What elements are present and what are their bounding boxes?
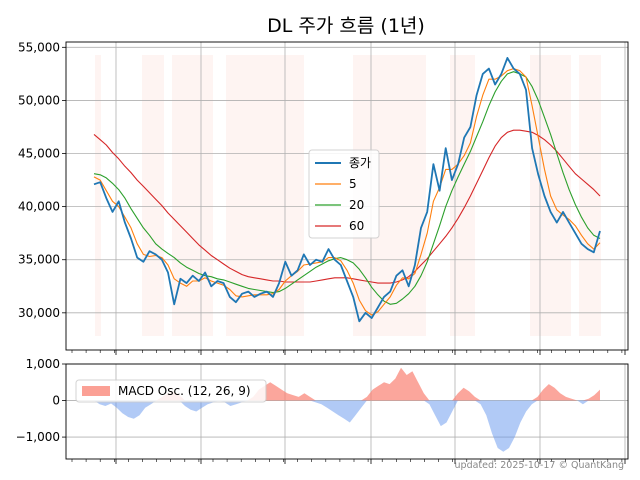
macd-panel-frame: [65, 363, 629, 460]
footer-text: updated: 2025-10-17 © QuantKang: [455, 460, 624, 471]
highlight-band: [142, 55, 164, 336]
series-line-ma60: [93, 129, 601, 284]
legend-box: [308, 149, 380, 239]
chart-title: DL 주가 흐름 (1년): [267, 15, 425, 37]
series-line-ma20: [93, 71, 601, 305]
legend-label: 5: [349, 177, 357, 191]
y-tick-label: 45,000: [18, 147, 60, 161]
macd-negative-area: [94, 400, 600, 452]
osc-legend-label: MACD Osc. (12, 26, 9): [118, 384, 251, 398]
series-line-close: [93, 57, 601, 323]
y-tick-label: 50,000: [18, 93, 60, 107]
highlight-band: [226, 55, 304, 336]
osc-legend-swatch: [82, 386, 110, 396]
highlight-band: [95, 55, 101, 336]
highlight-band: [579, 55, 601, 336]
y-tick-label: 30,000: [18, 306, 60, 320]
osc-legend-box: [75, 379, 267, 403]
legend-label: 종가: [349, 156, 371, 170]
legend-label: 60: [349, 219, 364, 233]
y-tick-label: 35,000: [18, 253, 60, 267]
osc-y-tick-label: 1,000: [26, 357, 60, 371]
osc-y-tick-label: 0: [52, 394, 60, 408]
macd-panel: −1,000 0 1,000 MACD Osc. (12, 26, 9): [16, 357, 629, 464]
legend-label: 20: [349, 198, 364, 212]
y-tick-label: 40,000: [18, 200, 60, 214]
price-panel-frame: [65, 41, 629, 351]
osc-y-tick-label: −1,000: [16, 430, 60, 444]
highlight-band: [172, 55, 213, 336]
y-tick-label: 55,000: [18, 40, 60, 54]
macd-positive-area: [94, 367, 600, 401]
price-panel: 30,000 35,000 40,000 45,000 50,000 55,000 종가 5 2…: [18, 40, 629, 355]
